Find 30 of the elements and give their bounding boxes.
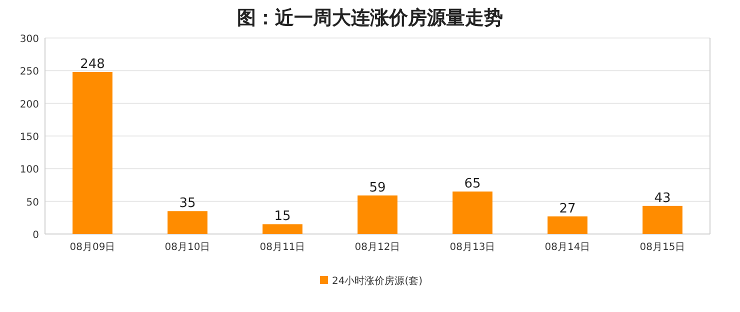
- data-label: 248: [80, 56, 105, 72]
- bar: [358, 195, 398, 234]
- bar: [72, 72, 112, 234]
- x-tick-label: 08月15日: [640, 242, 686, 253]
- data-label: 35: [179, 196, 196, 212]
- x-tick-label: 08月14日: [544, 242, 590, 253]
- data-label: 65: [464, 176, 481, 192]
- bar: [262, 224, 302, 234]
- bar: [642, 206, 682, 234]
- bar: [168, 211, 208, 234]
- x-tick-label: 08月10日: [164, 242, 210, 253]
- data-label: 43: [654, 190, 671, 206]
- chart-title: 图：近一周大连涨价房源量走势: [237, 7, 503, 29]
- y-tick-label: 250: [20, 66, 39, 78]
- x-tick-label: 08月13日: [450, 242, 496, 253]
- y-tick-label: 150: [20, 132, 39, 143]
- y-tick-label: 0: [32, 230, 39, 241]
- y-tick-label: 200: [20, 99, 39, 110]
- y-tick-label: 300: [20, 34, 39, 45]
- bar: [548, 216, 588, 234]
- x-tick-label: 08月12日: [354, 242, 400, 253]
- x-tick-label: 08月11日: [260, 242, 306, 253]
- y-tick-label: 50: [26, 197, 39, 208]
- bar: [452, 192, 492, 234]
- data-label: 15: [274, 209, 291, 224]
- y-tick-label: 100: [20, 164, 39, 176]
- data-label: 59: [369, 180, 386, 196]
- x-tick-label: 08月09日: [70, 242, 116, 253]
- legend-label: 24小时涨价房源(套): [332, 275, 423, 287]
- data-label: 27: [559, 201, 576, 216]
